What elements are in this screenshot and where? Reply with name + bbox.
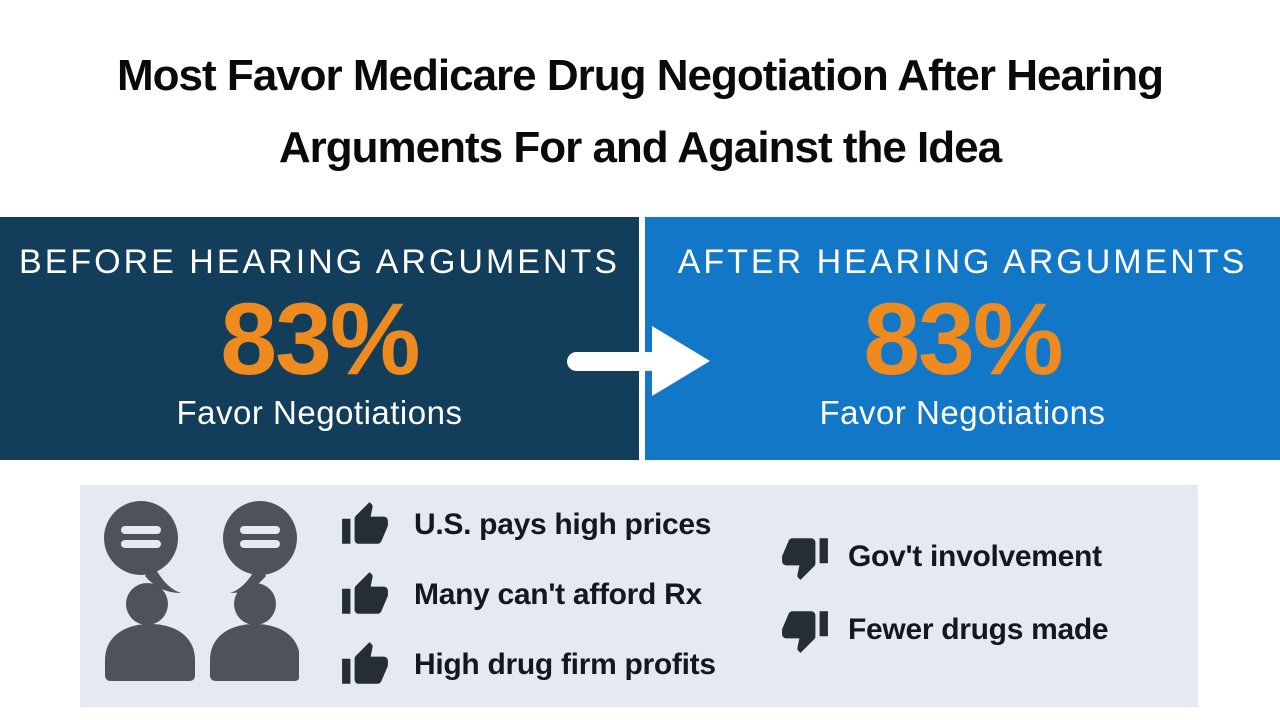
pro-argument-row: Many can't afford Rx <box>340 570 702 620</box>
con-argument-row: Gov't involvement <box>780 532 1102 582</box>
thumbs-down-icon <box>782 538 828 580</box>
after-panel-caption: Favor Negotiations <box>819 394 1106 431</box>
arguments-panel: U.S. pays high prices Many can't afford … <box>80 485 1198 707</box>
pro-argument-label: High drug firm profits <box>414 648 716 681</box>
con-argument-row: Fewer drugs made <box>780 605 1109 655</box>
con-argument-label: Gov't involvement <box>848 540 1102 573</box>
after-panel-label: AFTER HEARING ARGUMENTS <box>677 243 1248 281</box>
title-line-2: Arguments For and Against the Idea <box>278 123 1002 172</box>
con-argument-label: Fewer drugs made <box>848 613 1109 646</box>
page-title: Most Favor Medicare Drug Negotiation Aft… <box>0 40 1280 184</box>
conversation-people-icon <box>104 501 299 681</box>
pro-argument-row: High drug firm profits <box>340 640 716 690</box>
thumbs-up-icon <box>342 642 388 684</box>
after-panel-value: 83% <box>863 282 1063 396</box>
thumbs-down-icon <box>782 611 828 653</box>
pro-argument-label: U.S. pays high prices <box>414 508 712 541</box>
before-panel-label: BEFORE HEARING ARGUMENTS <box>19 243 620 281</box>
before-panel: BEFORE HEARING ARGUMENTS 83% Favor Negot… <box>0 217 639 460</box>
pro-argument-label: Many can't afford Rx <box>414 578 702 611</box>
title-line-1: Most Favor Medicare Drug Negotiation Aft… <box>116 51 1164 100</box>
thumbs-up-icon <box>342 502 388 544</box>
right-arrow-icon <box>567 326 710 396</box>
before-panel-caption: Favor Negotiations <box>176 394 463 431</box>
before-panel-value: 83% <box>220 282 420 396</box>
thumbs-up-icon <box>342 572 388 614</box>
pro-argument-row: U.S. pays high prices <box>340 500 711 550</box>
after-panel: AFTER HEARING ARGUMENTS 83% Favor Negoti… <box>645 217 1280 460</box>
